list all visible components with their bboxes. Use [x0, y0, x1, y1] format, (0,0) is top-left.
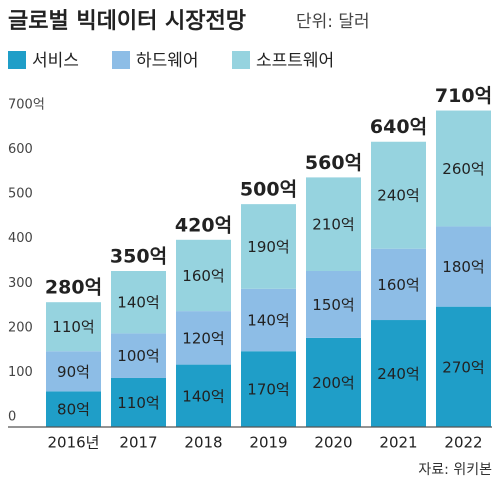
y-tick-label: 600 [8, 142, 33, 157]
bar-segment [306, 177, 361, 271]
total-label: 710억 [435, 85, 492, 107]
total-label: 280억 [45, 277, 102, 299]
legend-swatch [232, 51, 250, 69]
bar-segment [46, 351, 101, 392]
value-label: 150억 [312, 296, 354, 314]
x-tick-label: 2020 [314, 434, 352, 452]
bar-segment [306, 337, 361, 427]
bar-segment [436, 110, 491, 227]
legend-label: 소프트웨어 [256, 51, 334, 71]
bar-segment [111, 377, 166, 427]
y-tick-label: 700억 [8, 98, 45, 113]
x-tick-label: 2017 [119, 434, 157, 452]
value-label: 170억 [247, 381, 289, 399]
bar-segment [371, 141, 426, 249]
x-tick-label: 2019 [249, 434, 287, 452]
y-tick-label: 0 [8, 410, 16, 425]
total-label: 500억 [240, 179, 297, 201]
x-tick-label: 2016년 [48, 434, 100, 452]
y-tick-label: 400 [8, 231, 33, 246]
bar-segment [371, 320, 426, 427]
value-label: 240억 [377, 365, 419, 383]
value-label: 200억 [312, 374, 354, 392]
value-label: 270억 [442, 358, 484, 376]
value-label: 160억 [377, 276, 419, 294]
value-label: 260억 [442, 160, 484, 178]
y-tick-label: 100 [8, 365, 33, 380]
bar-segment [111, 333, 166, 378]
bar-segment [241, 204, 296, 289]
legend-swatch [8, 51, 26, 69]
bar-segment [176, 364, 231, 427]
value-label: 120억 [182, 329, 224, 347]
value-label: 110억 [52, 318, 94, 336]
bar-segment [306, 271, 361, 338]
y-tick-label: 300 [8, 276, 33, 291]
bar-segment [436, 306, 491, 427]
value-label: 210억 [312, 216, 354, 234]
bar-segment [46, 391, 101, 427]
legend-label: 하드웨어 [136, 51, 199, 71]
chart-title: 글로벌 빅데이터 시장전망 [8, 9, 246, 34]
legend-swatch [112, 51, 130, 69]
value-label: 110억 [117, 394, 159, 412]
value-label: 190억 [247, 238, 289, 256]
x-tick-label: 2018 [184, 434, 222, 452]
bar-segment [436, 226, 491, 307]
bar-segment [241, 351, 296, 427]
bar-segment [371, 248, 426, 321]
y-tick-label: 500 [8, 187, 33, 202]
value-label: 90억 [57, 363, 90, 381]
value-label: 80억 [57, 401, 90, 419]
bar-segment [111, 271, 166, 334]
x-tick-label: 2022 [444, 434, 482, 452]
value-label: 160억 [182, 267, 224, 285]
source: 자료: 위키본 [418, 462, 492, 478]
bar-segment [176, 311, 231, 365]
total-label: 560억 [305, 152, 362, 174]
value-label: 140억 [247, 312, 289, 330]
value-label: 180억 [442, 258, 484, 276]
x-tick-label: 2021 [379, 434, 417, 452]
bar-segment [46, 302, 101, 352]
bar-segment [241, 288, 296, 352]
total-label: 640억 [370, 116, 427, 138]
value-label: 100억 [117, 347, 159, 365]
value-label: 140억 [117, 294, 159, 312]
value-label: 140억 [182, 387, 224, 405]
chart-subtitle: 단위: 달러 [296, 12, 370, 32]
y-tick-label: 200 [8, 320, 33, 335]
bar-segment [176, 239, 231, 312]
legend-label: 서비스 [32, 51, 79, 71]
total-label: 420억 [175, 214, 232, 236]
value-label: 240억 [377, 187, 419, 205]
total-label: 350억 [110, 246, 167, 268]
